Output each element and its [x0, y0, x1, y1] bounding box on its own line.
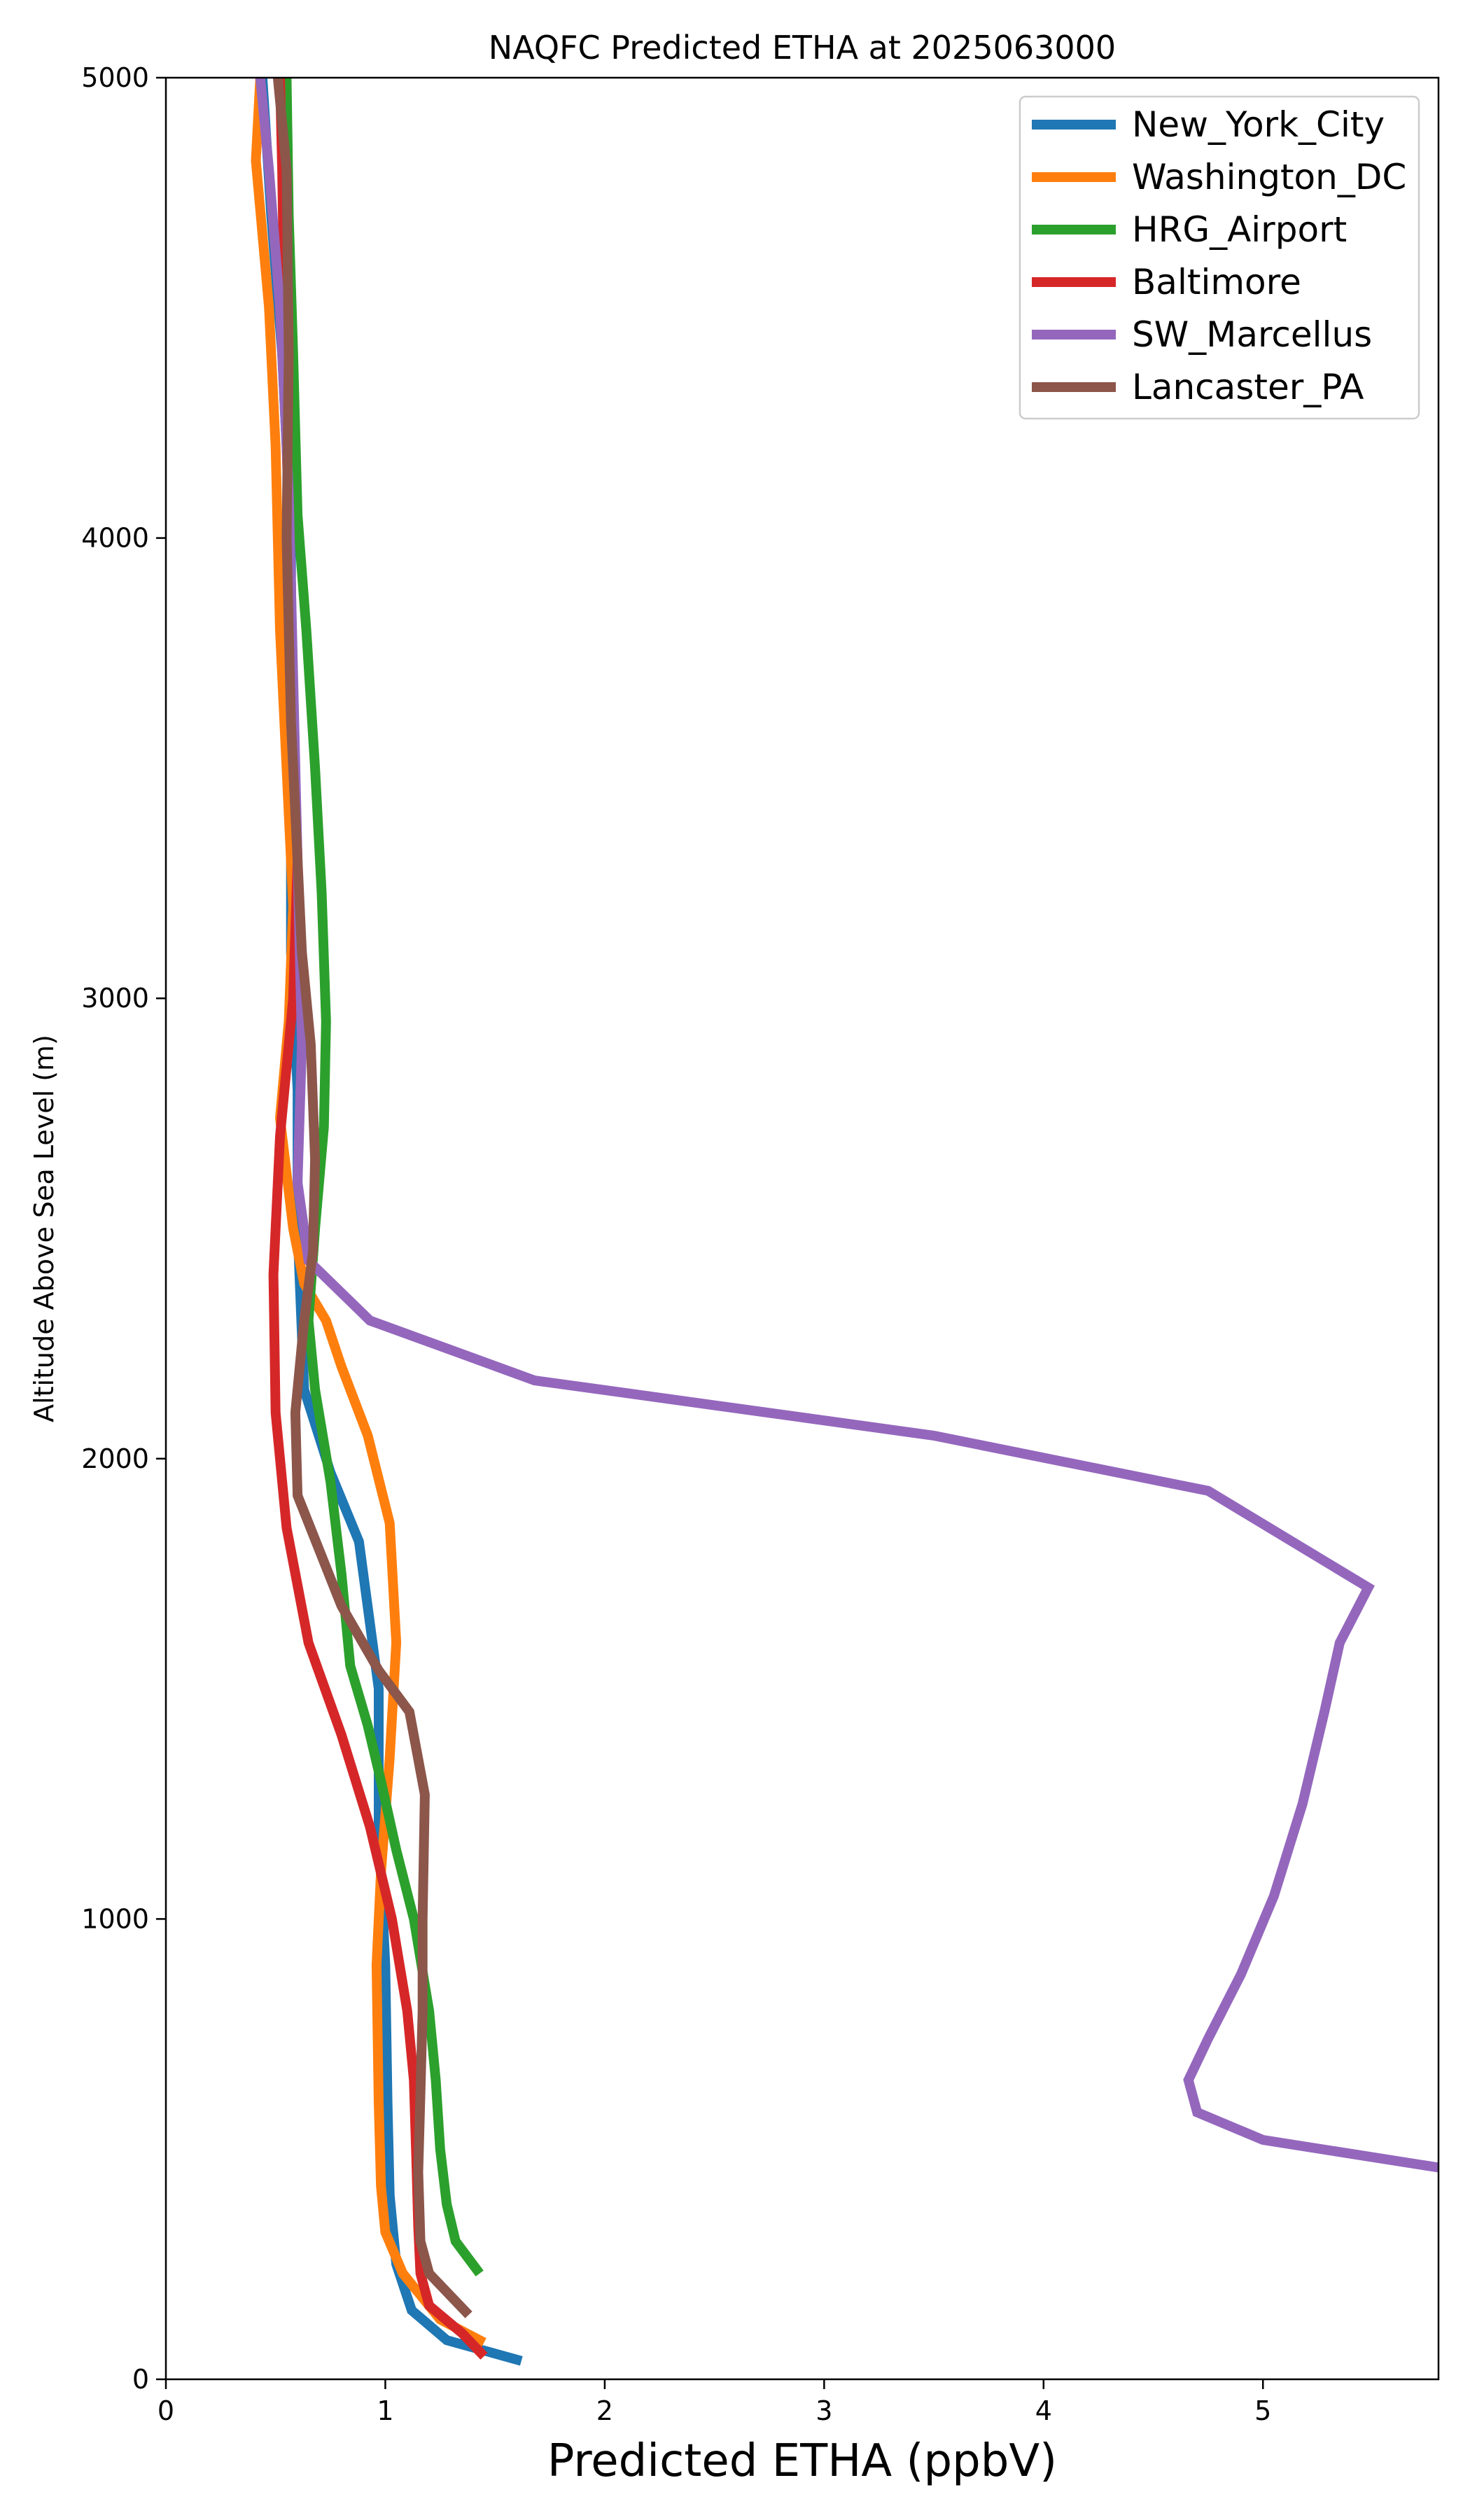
y-tick-label: 1000: [81, 1903, 149, 1934]
legend-label: Washington_DC: [1132, 157, 1406, 197]
legend-label: Lancaster_PA: [1132, 367, 1364, 407]
tick-layer: 0 1 2 3 4 5 0 1000 2000 3000 4000 5000: [81, 62, 1271, 2426]
plot-frame: [164, 76, 1440, 2381]
x-tick-label: 5: [1254, 2395, 1271, 2426]
legend-label: SW_Marcellus: [1132, 314, 1372, 355]
y-tick-label: 2000: [81, 1443, 149, 1474]
series-line-washington-dc: [251, 78, 486, 2347]
series-line-lancaster-pa: [272, 78, 472, 2318]
x-tick-label: 1: [377, 2395, 393, 2426]
legend-box: [1018, 95, 1420, 420]
x-tick-label: 0: [158, 2395, 174, 2426]
x-axis-label: Predicted ETHA (ppbV): [547, 2435, 1057, 2487]
legend: New_York_City Washington_DC HRG_Airport Bal…: [1018, 95, 1420, 420]
y-tick-label: 5000: [81, 62, 149, 93]
legend-label: HRG_Airport: [1132, 209, 1347, 250]
x-tick-label: 3: [816, 2395, 832, 2426]
series-line-hrg-airport: [281, 78, 484, 2276]
chart-title: NAQFC Predicted ETHA at 2025063000: [489, 29, 1116, 66]
y-axis-label: Altitude Above Sea Level (m): [29, 1035, 59, 1422]
x-tick-label: 4: [1035, 2395, 1052, 2426]
y-tick-label: 0: [132, 2364, 149, 2395]
y-tick-label: 3000: [81, 983, 149, 1014]
series-layer: [251, 78, 1438, 2366]
x-tick-label: 2: [596, 2395, 613, 2426]
legend-items: New_York_City Washington_DC HRG_Airport Bal…: [1032, 104, 1406, 407]
legend-label: Baltimore: [1132, 262, 1301, 302]
y-tick-label: 4000: [81, 523, 149, 554]
legend-label: New_York_City: [1132, 104, 1385, 145]
